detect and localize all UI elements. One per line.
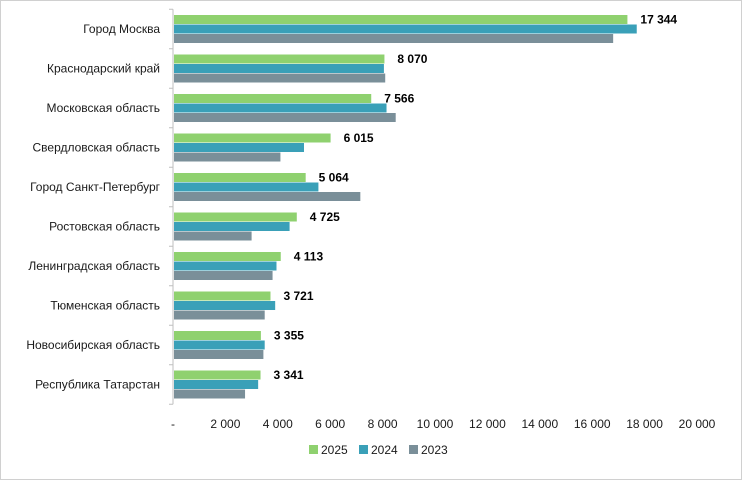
- legend-swatch: [409, 445, 418, 454]
- bar-2023: [174, 389, 246, 399]
- category-label: Новосибирская область: [26, 338, 160, 352]
- category-label: Ростовская область: [49, 220, 160, 234]
- bar-2025: [174, 252, 281, 261]
- bar-2024: [174, 222, 290, 231]
- data-label: 4 725: [310, 210, 340, 224]
- category-label: Краснодарский край: [47, 62, 160, 76]
- data-label: 8 070: [397, 52, 427, 66]
- legend-label: 2023: [421, 443, 448, 457]
- x-axis-ticks: - 2 000 4 000 6 000 8 000 10 000 12 000 14 000 1…: [171, 417, 716, 431]
- legend-swatch: [359, 445, 368, 454]
- bar-2023: [174, 350, 264, 359]
- bar-2023: [174, 231, 252, 241]
- bar-2025: [174, 54, 385, 64]
- bar-2024: [174, 143, 304, 152]
- bar-2023: [174, 192, 361, 201]
- bar-2023: [174, 271, 273, 280]
- category-label: Тюменская область: [50, 299, 160, 313]
- x-tick-label: 14 000: [521, 417, 558, 431]
- data-labels: 17 344 8 070 7 566 6 015 5 064 4 725 4 113 3 72…: [274, 13, 678, 383]
- bar-2024: [174, 301, 276, 310]
- bar-2023: [174, 310, 265, 320]
- x-tick-label: 4 000: [263, 417, 293, 431]
- x-tick-label: 16 000: [574, 417, 611, 431]
- legend-swatch: [309, 445, 318, 454]
- bar-2024: [174, 24, 637, 34]
- x-tick-label: -: [171, 417, 175, 431]
- bar-2025: [174, 370, 261, 380]
- bar-2024: [174, 103, 387, 113]
- bars: [174, 15, 637, 399]
- x-tick-label: 10 000: [417, 417, 454, 431]
- bar-2025: [174, 331, 261, 340]
- x-tick-label: 12 000: [469, 417, 506, 431]
- x-tick-label: 8 000: [368, 417, 398, 431]
- category-label: Свердловская область: [33, 141, 160, 155]
- data-label: 3 721: [283, 289, 313, 303]
- legend-item-2024: 2024: [359, 443, 398, 457]
- data-label: 3 341: [274, 368, 304, 382]
- bar-2025: [174, 291, 271, 301]
- legend-label: 2024: [371, 443, 398, 457]
- data-label: 6 015: [344, 131, 374, 145]
- legend-label: 2025: [321, 443, 348, 457]
- legend-item-2023: 2023: [409, 443, 448, 457]
- category-label: Республика Татарстан: [35, 378, 160, 392]
- bar-2025: [174, 173, 306, 182]
- bar-2024: [174, 182, 319, 192]
- bar-2025: [174, 94, 372, 103]
- bar-2023: [174, 73, 386, 83]
- x-tick-label: 20 000: [679, 417, 716, 431]
- x-tick-label: 6 000: [315, 417, 345, 431]
- bar-2024: [174, 340, 265, 350]
- data-label: 17 344: [640, 13, 677, 27]
- bar-2023: [174, 152, 281, 162]
- category-axis: Город Москва Краснодарский край Московская…: [26, 8, 174, 405]
- x-tick-label: 2 000: [210, 417, 240, 431]
- category-label: Город Москва: [83, 22, 160, 36]
- bar-2025: [174, 15, 628, 24]
- bar-2023: [174, 113, 396, 122]
- category-label: Город Санкт-Петербург: [30, 180, 161, 194]
- legend-item-2025: 2025: [309, 443, 348, 457]
- data-label: 4 113: [294, 250, 324, 264]
- bar-2025: [174, 212, 297, 222]
- bar-2024: [174, 261, 277, 271]
- bar-2024: [174, 64, 384, 73]
- legend: 2025 2024 2023: [309, 443, 448, 457]
- category-label: Ленинградская область: [28, 259, 160, 273]
- bar-2025: [174, 133, 331, 143]
- data-label: 5 064: [319, 171, 349, 185]
- bar-2023: [174, 34, 614, 43]
- bar-2024: [174, 380, 259, 389]
- x-tick-label: 18 000: [626, 417, 663, 431]
- data-label: 3 355: [274, 329, 304, 343]
- category-label: Московская область: [46, 101, 160, 115]
- data-label: 7 566: [384, 92, 414, 106]
